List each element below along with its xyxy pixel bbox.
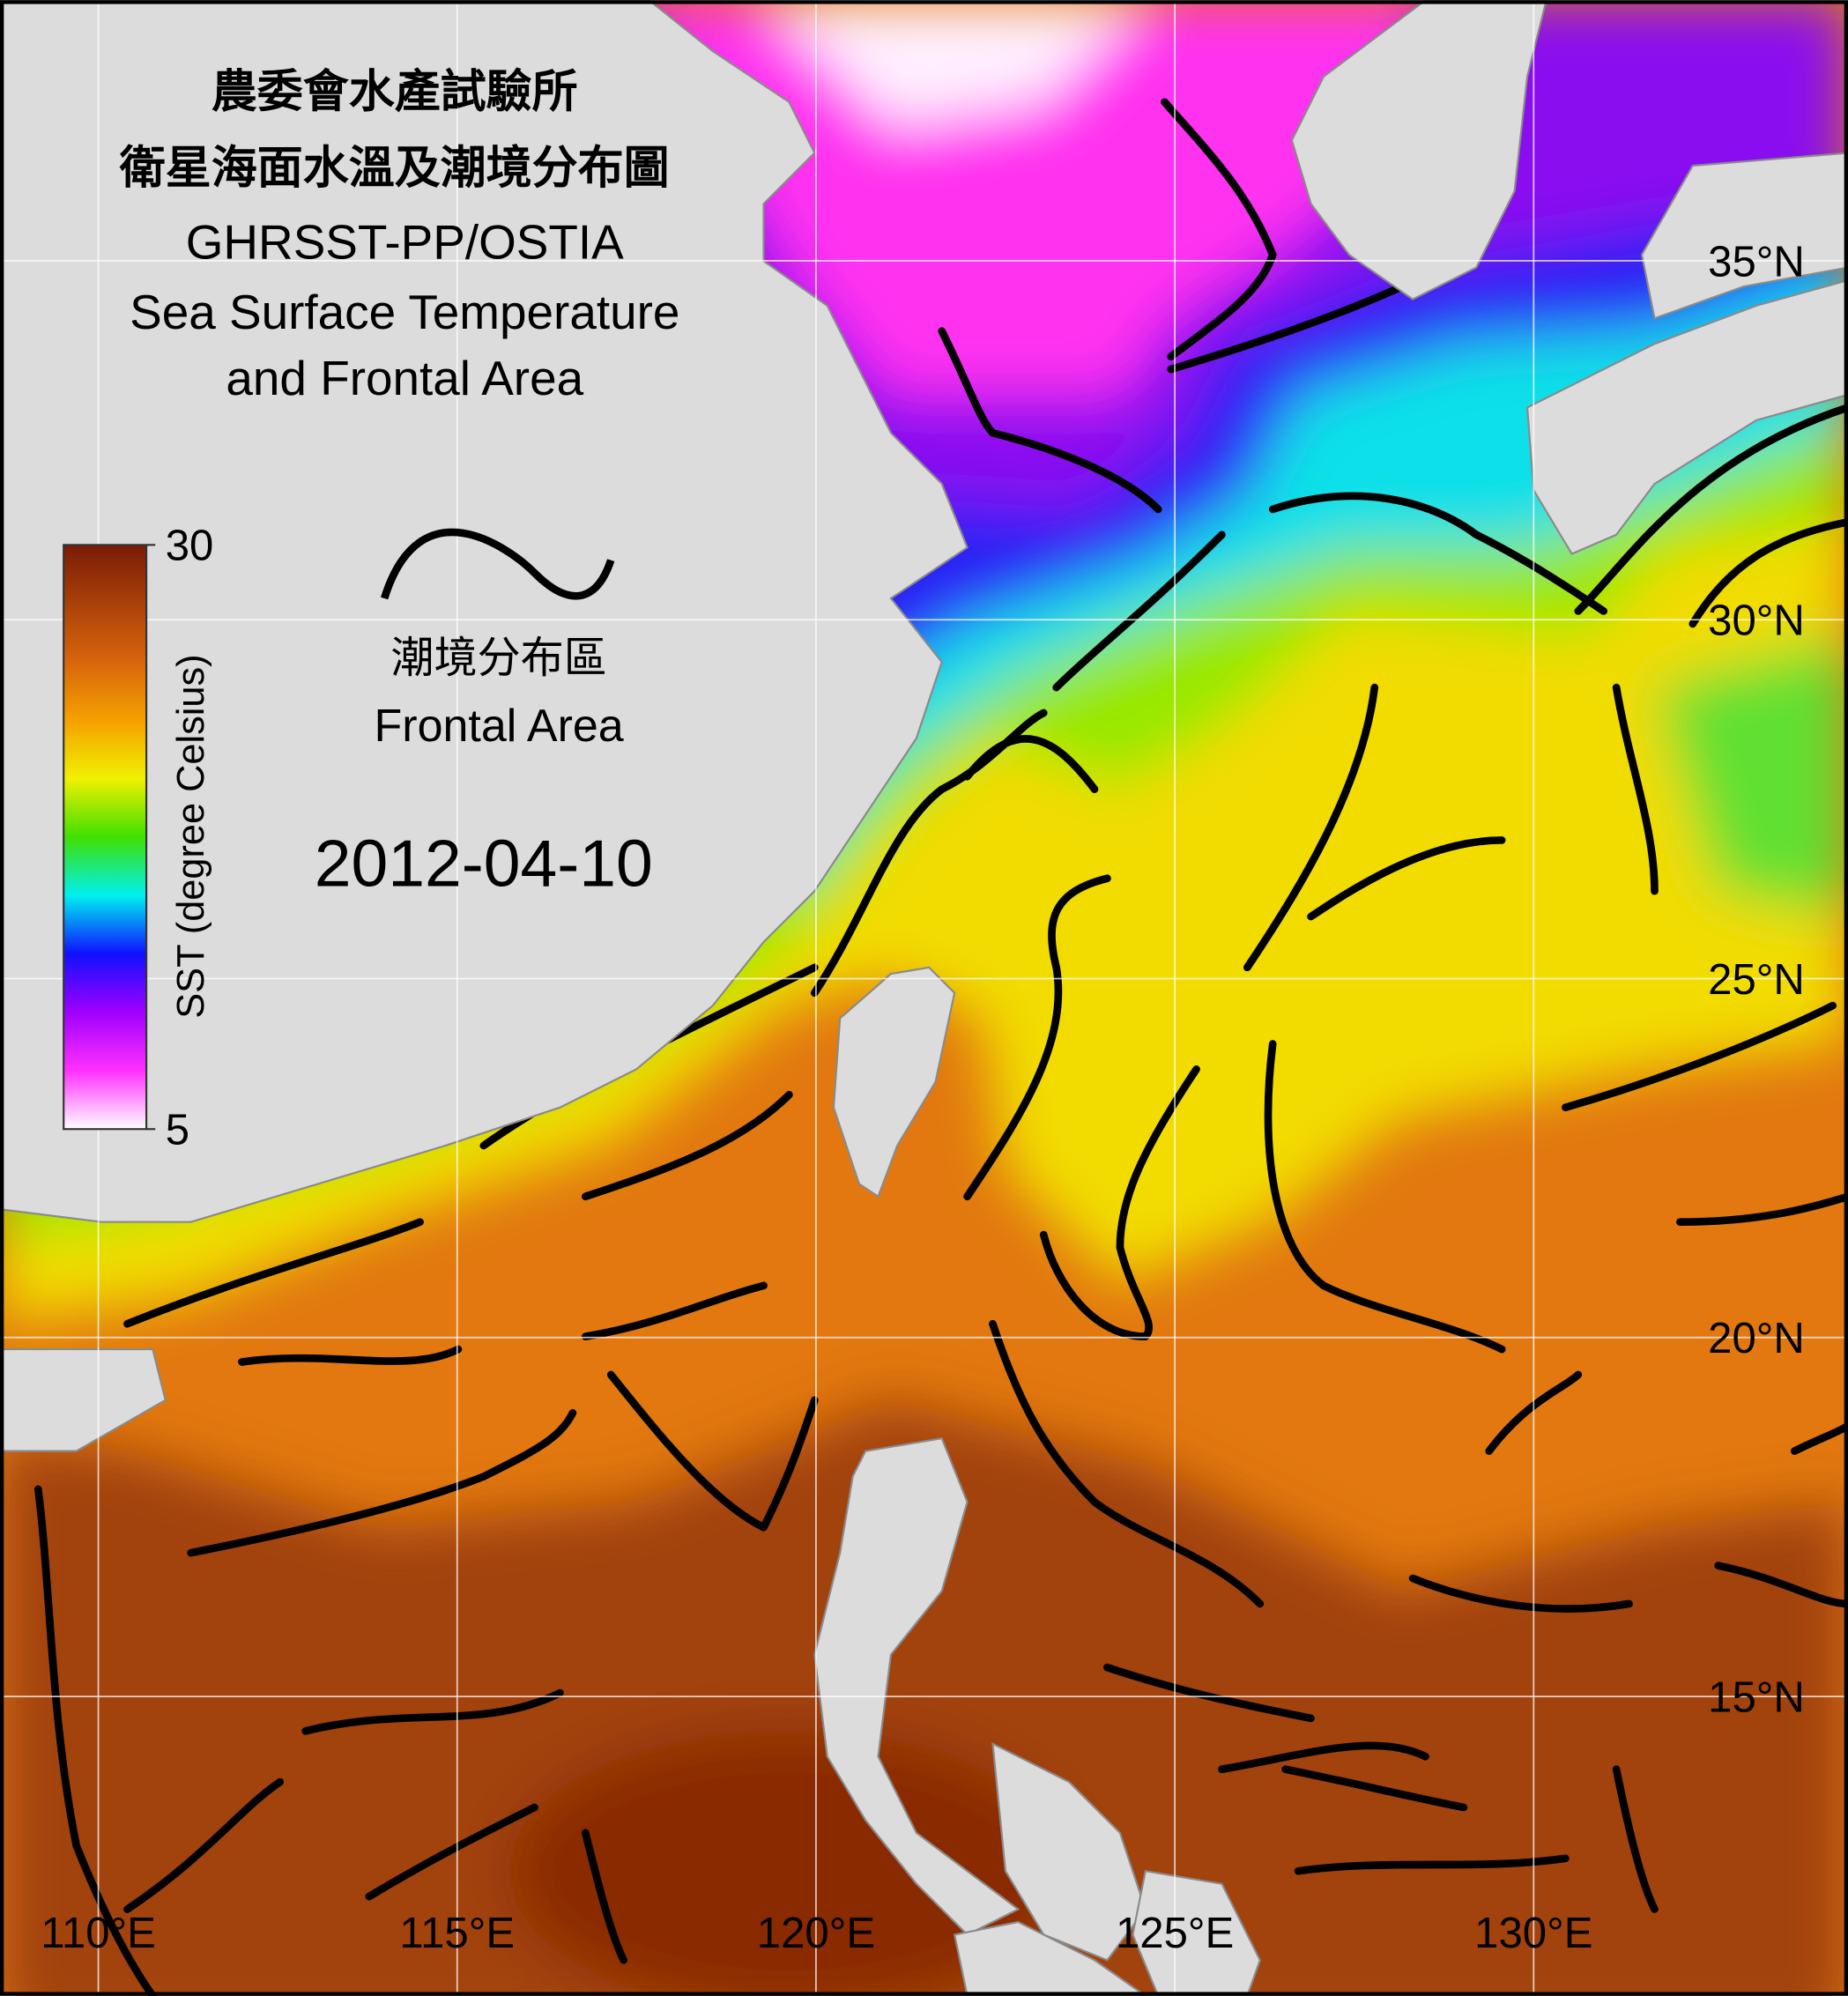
y-tick-label: 30°N <box>1708 597 1805 645</box>
legend: 潮境分布區 Frontal Area <box>375 528 624 752</box>
source: GHRSST-PP/OSTIA <box>186 214 624 269</box>
x-tick-label: 130°E <box>1474 1910 1592 1957</box>
colorbar-label: SST (degree Celsius) <box>170 654 212 1018</box>
title-en-1: Sea Surface Temperature <box>130 285 679 339</box>
date: 2012-04-10 <box>315 826 653 900</box>
title-en-2: and Frontal Area <box>226 351 583 405</box>
colorbar: SST (degree Celsius) 5 30 <box>63 523 213 1154</box>
x-tick-label: 115°E <box>399 1910 515 1957</box>
x-tick-label: 110°E <box>41 1910 156 1957</box>
colorbar-ramp <box>63 544 148 1131</box>
title-block: 農委會水產試驗所 衛星海面水溫及潮境分布圖 GHRSST-PP/OSTIA Se… <box>119 66 680 405</box>
legend-label-zh: 潮境分布區 <box>390 632 606 683</box>
y-tick-label: 35°N <box>1708 238 1805 286</box>
colorbar-tick-label: 5 <box>166 1107 189 1154</box>
colorbar-tick-label: 30 <box>166 523 214 570</box>
subtitle-zh: 衛星海面水溫及潮境分布圖 <box>119 142 670 195</box>
title-zh: 農委會水產試驗所 <box>212 66 578 119</box>
x-tick-label: 120°E <box>757 1910 875 1957</box>
x-tick-label: 125°E <box>1116 1910 1234 1957</box>
y-tick-label: 20°N <box>1708 1315 1805 1362</box>
y-tick-label: 25°N <box>1708 956 1805 1004</box>
y-tick-label: 15°N <box>1708 1673 1805 1721</box>
legend-symbol <box>381 528 615 600</box>
fronts <box>33 98 1848 1996</box>
legend-label-en: Frontal Area <box>375 701 624 752</box>
